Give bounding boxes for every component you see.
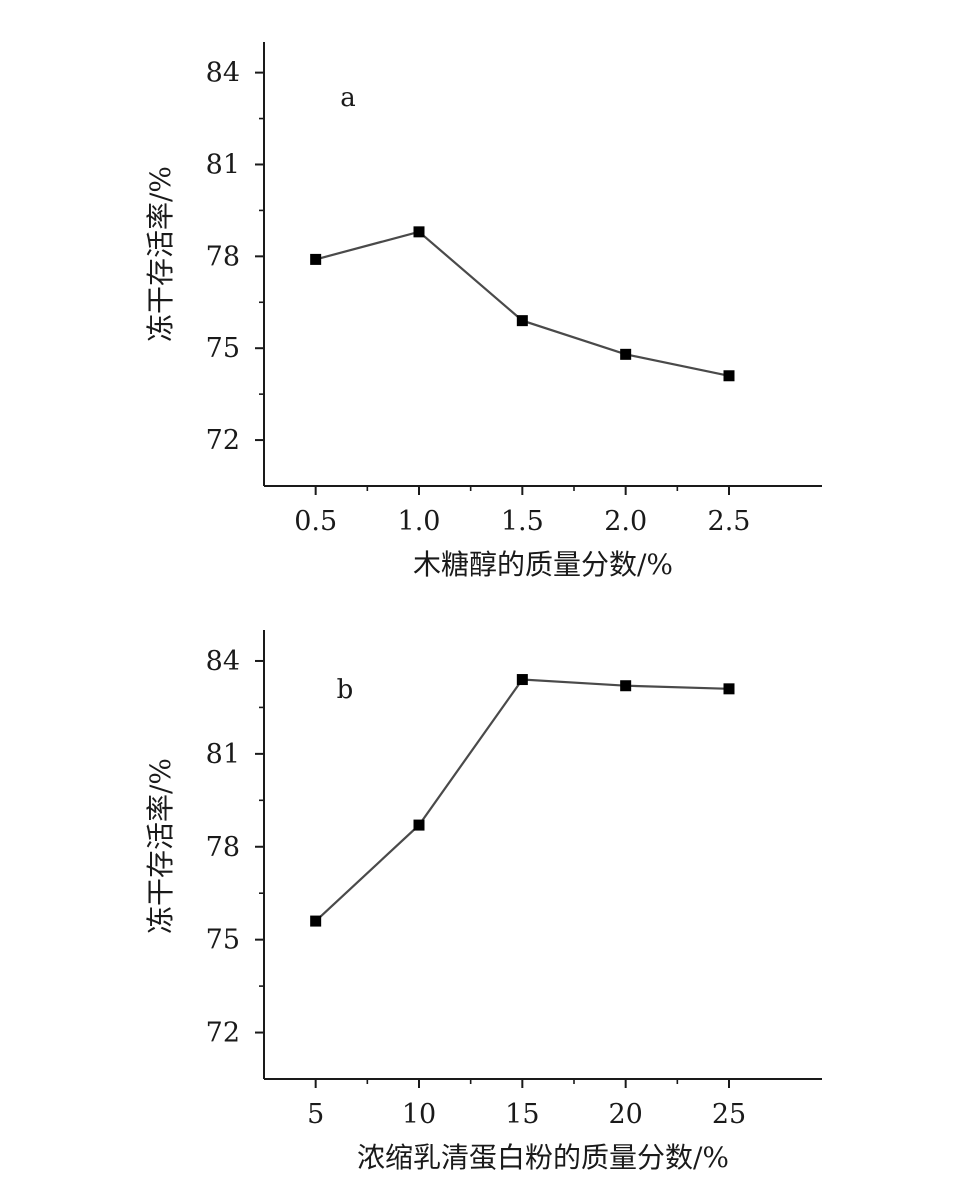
y-tick-label: 75 — [206, 333, 240, 364]
x-tick-label: 20 — [608, 1099, 642, 1130]
data-point — [310, 253, 322, 265]
y-tick-label: 78 — [206, 832, 240, 863]
x-tick-label: 1.0 — [398, 506, 441, 537]
x-axis-title: 浓缩乳清蛋白粉的质量分数/% — [357, 1141, 729, 1174]
y-tick-label: 72 — [206, 1018, 240, 1049]
data-point — [516, 674, 528, 686]
data-point — [620, 680, 632, 692]
x-tick-label: 2.0 — [604, 506, 647, 537]
data-point — [516, 315, 528, 327]
data-point — [413, 819, 425, 831]
panel-label: a — [340, 83, 356, 113]
tick-labels: 72 75 78 81 84 0.5 1.0 1.5 2.0 2.5 — [206, 58, 751, 537]
y-tick-label: 75 — [206, 925, 240, 956]
series-line — [314, 678, 730, 922]
axis-ticks — [255, 71, 730, 495]
data-point — [310, 915, 322, 927]
x-tick-label: 5 — [307, 1099, 324, 1130]
y-tick-label: 81 — [206, 739, 240, 770]
panel-label: b — [337, 675, 354, 705]
data-point — [413, 226, 425, 238]
data-point — [723, 683, 735, 695]
x-tick-label: 2.5 — [708, 506, 751, 537]
series-line — [315, 230, 730, 377]
tick-labels: 72 75 78 81 84 5 10 15 20 25 — [206, 646, 747, 1130]
y-tick-label: 72 — [206, 425, 240, 456]
y-tick-label: 84 — [206, 58, 240, 89]
chart-panel-b: 72 75 78 81 84 5 10 15 20 25 b 浓缩乳清蛋白粉的质量分数/% 冻干存… — [144, 630, 822, 1174]
data-point — [723, 370, 735, 382]
data-series — [310, 226, 735, 382]
x-tick-label: 25 — [712, 1099, 746, 1130]
y-axis-title: 冻干存活率/% — [144, 758, 177, 934]
chart-panel-a: 72 75 78 81 84 0.5 1.0 1.5 2.0 2.5 a 木糖醇的质量分数/% 冻… — [144, 42, 822, 581]
y-tick-label: 78 — [206, 241, 240, 272]
x-tick-label: 0.5 — [294, 506, 337, 537]
x-axis-title: 木糖醇的质量分数/% — [413, 548, 673, 581]
x-tick-label: 1.5 — [501, 506, 544, 537]
y-axis-title: 冻干存活率/% — [144, 166, 177, 342]
y-tick-label: 84 — [206, 646, 240, 677]
x-tick-label: 10 — [402, 1099, 436, 1130]
axis-ticks — [255, 659, 730, 1088]
x-tick-label: 15 — [505, 1099, 539, 1130]
data-series — [310, 674, 735, 927]
data-point — [620, 348, 632, 360]
y-tick-label: 81 — [206, 149, 240, 180]
